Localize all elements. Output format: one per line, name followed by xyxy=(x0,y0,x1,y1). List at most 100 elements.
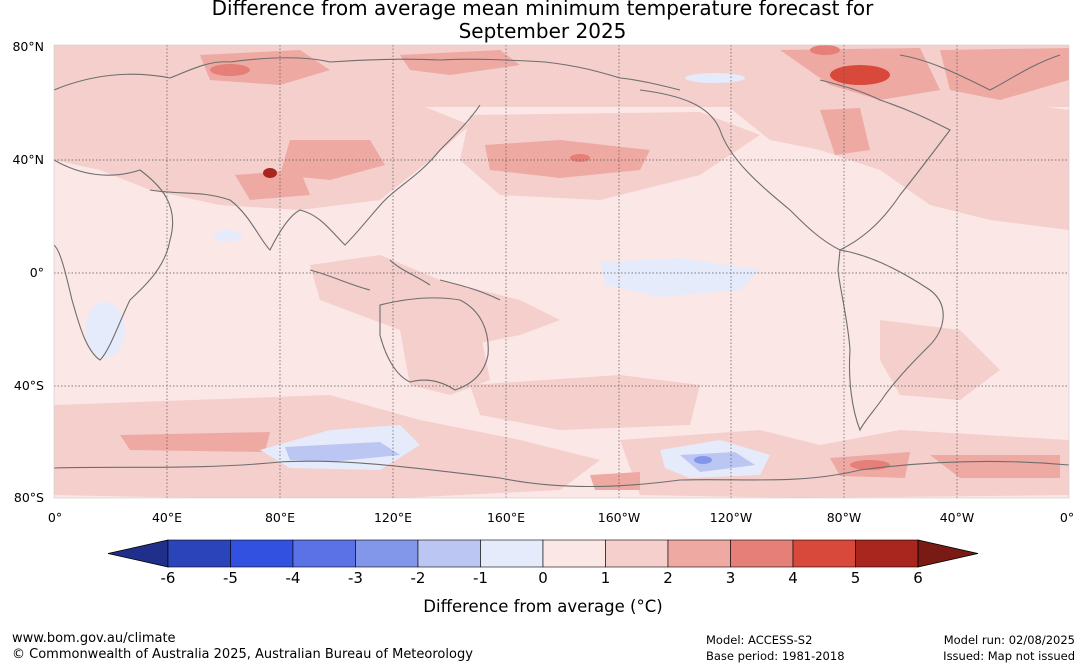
footer-model-run: Model run: 02/08/2025 xyxy=(943,633,1075,647)
colorbar-bin xyxy=(230,539,294,568)
colorbar-tick-label: 3 xyxy=(726,569,736,587)
southern-africa-cool-region xyxy=(85,302,125,358)
colorbar-bin xyxy=(605,539,669,568)
colorbar-tick-label: -5 xyxy=(223,569,238,587)
north-america-atlantic-warm-region xyxy=(720,95,1069,230)
map-frame xyxy=(53,44,1070,499)
central-asia-anomaly-patch xyxy=(280,140,385,180)
lon-label-160w: 160°W xyxy=(598,510,640,525)
north-pacific-anomaly-patch xyxy=(485,140,650,178)
bay-of-bengal-cool-spot xyxy=(214,230,242,242)
lon-label-80w: 80°W xyxy=(827,510,862,525)
footer-base-period: Base period: 1981-2018 xyxy=(706,649,845,663)
colorbar-tick-label: -3 xyxy=(348,569,363,587)
south-atlantic-warm-region xyxy=(880,320,1000,400)
southern-ocean-cool-spot xyxy=(694,456,712,464)
lon-label-0-right: 0° xyxy=(1060,510,1074,525)
map-title-line1: Difference from average mean minimum tem… xyxy=(211,0,874,20)
beaufort-cool-region xyxy=(685,73,745,83)
asia-south-coast xyxy=(149,104,481,251)
footer-model-info: Model: ACCESS-S2 Base period: 1981-2018 xyxy=(706,632,845,664)
colorbar-bin xyxy=(355,539,419,568)
colorbar-tick-label: -1 xyxy=(473,569,488,587)
australia-coast xyxy=(379,297,489,391)
colorbar-bin xyxy=(855,539,919,568)
footer-issued: Issued: Map not issued xyxy=(943,649,1075,663)
gridlines xyxy=(54,45,1069,498)
colorbar-bin xyxy=(480,539,544,568)
tibet-anomaly-patch xyxy=(235,170,310,200)
colorbar-tick-label: 4 xyxy=(788,569,798,587)
footer-url[interactable]: www.bom.gov.au/climate xyxy=(12,631,176,646)
anomaly-band-3-plus xyxy=(210,45,890,470)
longitude-labels: 0° 40°E 80°E 120°E 160°E 160°W 120°W 80°… xyxy=(48,510,1074,525)
lon-label-40e: 40°E xyxy=(152,510,182,525)
weddell-anomaly-patch xyxy=(930,455,1060,478)
colorbar-bin xyxy=(792,539,856,568)
colorbar-tick-label: 5 xyxy=(851,569,861,587)
footer-copyright: © Commonwealth of Australia 2025, Austra… xyxy=(12,647,473,662)
colorbar-bin xyxy=(417,539,481,568)
lat-label-80s: 80°S xyxy=(14,490,44,505)
colorbar-tick-label: 6 xyxy=(913,569,923,587)
lat-label-40s: 40°S xyxy=(14,378,44,393)
antarctica-coast xyxy=(54,460,1069,488)
lon-label-80e: 80°E xyxy=(265,510,295,525)
colorbar: -6 -5 -4 -3 -2 -1 0 1 2 3 4 5 6 xyxy=(107,539,979,587)
lat-label-equator: 0° xyxy=(30,265,44,280)
map-title-line2: September 2025 xyxy=(458,19,627,43)
footer-left: www.bom.gov.au/climate © Commonwealth of… xyxy=(12,631,473,663)
lon-label-0-left: 0° xyxy=(48,510,62,525)
south-pacific-warm-region xyxy=(470,375,700,430)
colorbar-extend-low xyxy=(107,539,169,568)
footer-run-info: Model run: 02/08/2025 Issued: Map not is… xyxy=(943,632,1075,664)
anomaly-hotspot-pacific xyxy=(570,154,590,162)
colorbar-bin xyxy=(730,539,794,568)
coastlines xyxy=(54,54,1069,488)
colorbar-tick-label: 1 xyxy=(601,569,611,587)
colorbar-tick-label: -2 xyxy=(411,569,426,587)
equatorial-pacific-cool-region xyxy=(600,258,760,297)
lon-label-40w: 40°W xyxy=(940,510,975,525)
lat-label-80n: 80°N xyxy=(12,39,44,54)
southern-ocean-cool-core-west xyxy=(285,442,400,462)
siberia-anomaly-patch xyxy=(200,50,330,85)
eurasia-arctic-coast xyxy=(54,57,681,91)
colorbar-tick-label: 0 xyxy=(538,569,548,587)
colorbar-tick-label: -6 xyxy=(161,569,176,587)
ross-anomaly-patch xyxy=(590,472,640,490)
south-america-coast xyxy=(837,249,944,432)
latitude-labels: 80°N 40°N 0° 40°S 80°S xyxy=(12,39,44,505)
australia-warm-region xyxy=(400,330,490,395)
colorbar-extend-high xyxy=(917,539,979,568)
lon-label-120e: 120°E xyxy=(374,510,412,525)
africa-coast xyxy=(54,159,174,361)
colorbar-bin xyxy=(292,539,356,568)
north-america-coast xyxy=(639,79,951,251)
greenland-coast xyxy=(899,54,1061,91)
colorbar-bin xyxy=(667,539,731,568)
east-siberia-anomaly-patch xyxy=(400,50,520,75)
footer-model: Model: ACCESS-S2 xyxy=(706,633,813,647)
map-title: Difference from average mean minimum tem… xyxy=(0,0,1085,43)
map-panel xyxy=(54,45,1069,498)
eurasia-warm-region xyxy=(54,98,470,210)
lon-label-160e: 160°E xyxy=(487,510,525,525)
anomaly-band-negative xyxy=(85,73,770,478)
colorbar-bin xyxy=(167,539,231,568)
greenland-anomaly-patch xyxy=(940,48,1069,100)
lat-label-40n: 40°N xyxy=(12,152,44,167)
colorbar-title: Difference from average (°C) xyxy=(423,597,662,616)
southern-indian-anomaly-patch xyxy=(120,432,270,452)
colorbar-tick-label: -4 xyxy=(286,569,301,587)
lon-label-120w: 120°W xyxy=(710,510,752,525)
anomaly-hotspot-canada xyxy=(830,65,890,85)
maritime-continent-warm-region xyxy=(310,255,560,345)
colorbar-tick-label: 2 xyxy=(663,569,673,587)
anomaly-hotspot-tibet xyxy=(263,168,277,178)
anomaly-hotspot-arctic xyxy=(810,45,840,55)
anomaly-hotspot-siberia xyxy=(210,64,250,76)
hudson-anomaly-patch xyxy=(820,108,870,155)
colorbar-bin xyxy=(542,539,606,568)
